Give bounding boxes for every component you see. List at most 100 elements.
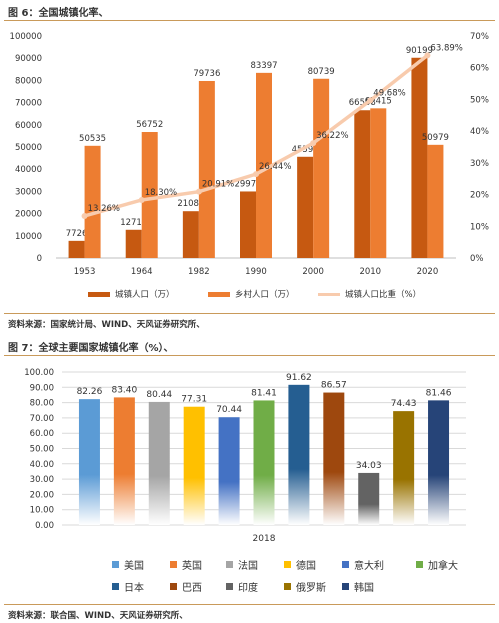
legend-label: 法国	[238, 561, 258, 572]
bar-0	[78, 399, 100, 525]
y2-tick-label: 10%	[470, 222, 489, 232]
data-label-urban: 12710	[120, 218, 147, 228]
y-tick-label: 60000	[15, 121, 42, 131]
legend-swatch	[284, 561, 291, 568]
y-tick-label: 30.00	[30, 475, 54, 485]
legend-item: 法国	[226, 557, 258, 572]
data-label: 82.26	[77, 387, 103, 397]
bar-rural	[256, 72, 272, 258]
data-label: 70.44	[216, 405, 242, 415]
bar-urban	[354, 110, 371, 258]
x-tick-label: 2000	[302, 267, 324, 277]
data-label-ratio: 63.89%	[430, 43, 462, 53]
x-tick-label: 2020	[417, 267, 439, 277]
ratio-point	[195, 188, 202, 195]
data-label-ratio: 20.91%	[202, 180, 234, 190]
legend-swatch	[226, 583, 233, 590]
legend-item-urban: 城镇人口（万）	[88, 288, 175, 300]
bar-6	[288, 384, 310, 525]
bar-9	[393, 411, 415, 525]
bar-4	[218, 417, 240, 525]
data-label-urban: 45594	[292, 145, 319, 155]
data-label: 34.03	[356, 461, 382, 471]
legend-item-rural: 乡村人口（万）	[208, 288, 295, 300]
data-label-urban: 29971	[234, 179, 261, 189]
figure7-title-rule	[4, 355, 495, 356]
y2-tick-label: 30%	[470, 159, 489, 169]
legend-item: 印度	[226, 579, 258, 594]
legend-label: 韩国	[354, 583, 374, 594]
data-label-urban: 7726	[66, 229, 88, 239]
legend-item-ratio: 城镇人口比重（%）	[318, 288, 421, 300]
figure6-title-rule	[4, 20, 495, 21]
legend-swatch	[342, 583, 349, 590]
data-label-ratio: 49.68%	[373, 88, 405, 98]
ratio-point	[424, 52, 431, 59]
data-label-rural: 79736	[193, 69, 220, 79]
legend-swatch	[416, 561, 423, 568]
y2-tick-label: 70%	[470, 32, 489, 42]
x-tick-label: 1982	[188, 267, 210, 277]
figure6-source: 资料来源：国家统计局、WIND、天风证券研究所、	[8, 320, 205, 330]
ratio-point	[138, 196, 145, 203]
y-tick-label: 100000	[10, 32, 42, 42]
y-tick-label: 0.00	[35, 521, 54, 531]
legend-item: 韩国	[342, 579, 374, 594]
data-label-urban: 90199	[406, 46, 433, 56]
data-label-rural: 50535	[79, 134, 106, 144]
bar-rural	[84, 145, 101, 258]
ratio-point	[81, 212, 88, 219]
y-tick-label: 70000	[15, 99, 42, 109]
legend-swatch	[284, 583, 291, 590]
data-label: 81.46	[426, 388, 452, 398]
y2-tick-label: 50%	[470, 95, 489, 105]
figure6-source-rule	[4, 313, 495, 314]
x-tick-label: 1990	[245, 267, 267, 277]
data-label-rural: 67415	[365, 96, 392, 106]
y-tick-label: 0	[37, 254, 42, 264]
legend-swatch-rural	[208, 291, 230, 297]
figure7-chart: 0.00 10.00 20.00 30.00 40.00 50.00 60.00 70.00 8…	[24, 368, 466, 544]
data-label-rural: 83397	[250, 61, 277, 71]
figure7-source: 资料来源：联合国、WIND、天风证券研究所、	[8, 611, 188, 621]
legend-item: 加拿大	[416, 557, 458, 572]
ratio-point	[253, 171, 259, 178]
bar-urban	[240, 191, 256, 258]
legend-item: 英国	[170, 557, 202, 572]
y-tick-label: 20000	[15, 210, 42, 220]
legend-item: 巴西	[170, 579, 202, 594]
legend-item: 意大利	[342, 557, 384, 572]
bar-urban	[68, 240, 85, 258]
bar-3	[183, 406, 205, 525]
y-tick-label: 10.00	[30, 506, 54, 516]
y-tick-label: 40.00	[30, 460, 54, 470]
bar-7	[323, 392, 345, 525]
legend-label: 日本	[124, 583, 144, 594]
y-tick-label: 50000	[15, 143, 42, 153]
y2-tick-label: 0%	[470, 254, 484, 264]
data-label-rural: 50979	[422, 133, 449, 143]
data-label-ratio: 36.22%	[316, 131, 348, 141]
ratio-point	[367, 97, 374, 104]
bar-rural	[141, 132, 158, 258]
y-tick-label: 80000	[15, 76, 42, 86]
legend-item: 美国	[112, 557, 144, 572]
bar-5	[253, 400, 275, 525]
y-tick-label: 50.00	[30, 445, 54, 455]
bar-rural	[427, 144, 444, 258]
y2-tick-label: 40%	[470, 127, 489, 137]
bar-urban	[411, 57, 428, 258]
figure7-title: 图 7：全球主要国家城镇化率（%）、	[8, 343, 174, 354]
legend-swatch	[170, 583, 177, 590]
bar-8	[358, 472, 380, 525]
legend-label-urban: 城镇人口（万）	[115, 290, 175, 300]
data-label-rural: 56752	[136, 120, 163, 130]
bar-rural	[198, 80, 215, 258]
legend-label: 加拿大	[428, 561, 458, 572]
y-tick-label: 90.00	[30, 383, 54, 393]
legend-swatch	[112, 561, 119, 568]
legend-label: 英国	[182, 561, 202, 572]
data-label: 77.31	[181, 395, 207, 405]
data-label-ratio: 13.26%	[88, 204, 120, 214]
data-label: 80.44	[146, 390, 172, 400]
